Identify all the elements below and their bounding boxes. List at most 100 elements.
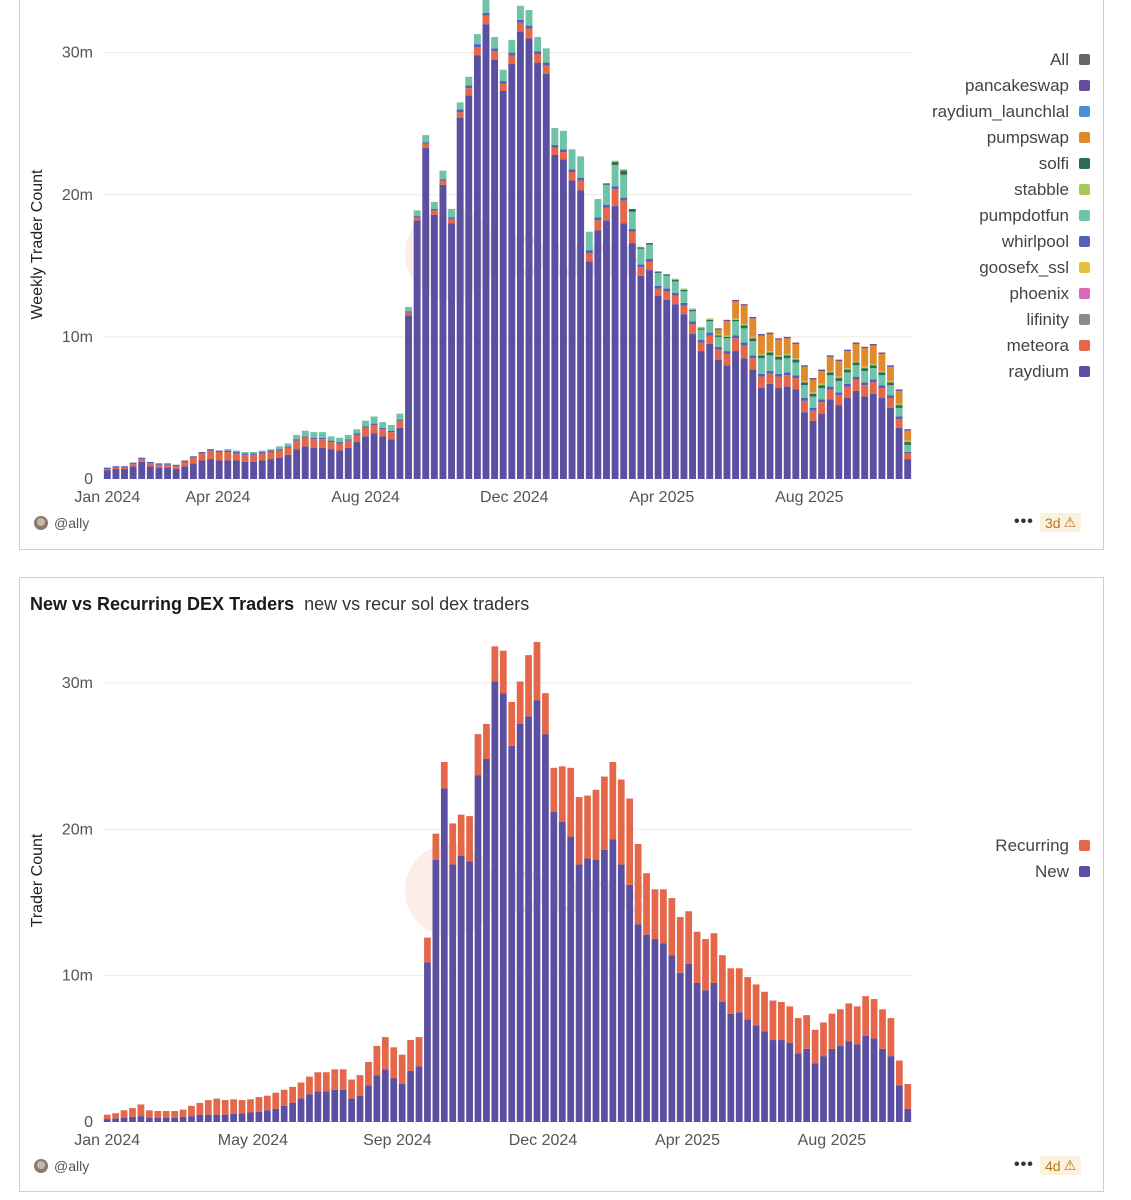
bar-segment-Recurring bbox=[129, 1108, 136, 1117]
bar-segment-whirlpool bbox=[534, 51, 542, 55]
bar-segment-meteora bbox=[121, 467, 128, 470]
x-tick-label: Apr 2024 bbox=[186, 489, 251, 506]
bar-segment-pumpdotfun bbox=[534, 37, 542, 52]
bar-segment-pumpdotfun bbox=[585, 231, 593, 251]
bar-segment-meteora bbox=[904, 453, 912, 460]
bar-segment-whirlpool bbox=[628, 228, 636, 232]
bar-segment-New bbox=[794, 1053, 802, 1122]
bar-segment-whirlpool bbox=[465, 85, 473, 89]
bar-segment-pumpdotfun bbox=[818, 388, 826, 400]
bar-segment-meteora bbox=[551, 147, 559, 155]
bar-segment-pancakeswap bbox=[878, 352, 886, 354]
bar-segment-New bbox=[348, 1098, 355, 1122]
bar-segment-pumpdotfun bbox=[456, 102, 464, 110]
bar-segment-pumpdotfun bbox=[499, 69, 507, 82]
bar-segment-meteora bbox=[473, 46, 481, 56]
bar-segment-pumpdotfun bbox=[680, 291, 688, 303]
bar-segment-Recurring bbox=[542, 693, 549, 735]
legend-label-whirlpool: whirlpool bbox=[1001, 232, 1069, 251]
x-tick-label: Apr 2025 bbox=[629, 489, 694, 506]
legend-label-pumpswap: pumpswap bbox=[987, 128, 1069, 147]
author-link[interactable]: @ally bbox=[34, 515, 89, 531]
bar-segment-pumpdotfun bbox=[293, 434, 301, 440]
bar-segment-New bbox=[331, 1089, 339, 1122]
bar-segment-pumpdotfun bbox=[267, 449, 275, 451]
y-tick-label: 0 bbox=[84, 471, 93, 488]
bar-segment-whirlpool bbox=[723, 351, 731, 354]
legend-label-solfi: solfi bbox=[1039, 154, 1069, 173]
bar-segment-whirlpool bbox=[844, 383, 851, 387]
freshness-badge[interactable]: 4d ⚠ bbox=[1040, 1156, 1082, 1175]
bar-segment-meteora bbox=[663, 291, 671, 300]
bar-segment-stabble bbox=[697, 326, 705, 329]
bar-segment-stabble bbox=[809, 392, 817, 394]
bar-segment-pumpdotfun bbox=[697, 329, 705, 340]
bar-segment-solfi bbox=[706, 319, 714, 322]
bar-segment-meteora bbox=[172, 466, 180, 470]
author-link[interactable]: @ally bbox=[34, 1158, 89, 1174]
bar-segment-New bbox=[516, 723, 524, 1122]
bar-segment-raydium bbox=[654, 295, 662, 479]
bar-segment-raydium bbox=[646, 270, 653, 479]
bar-segment-New bbox=[676, 972, 684, 1122]
bar-segment-Recurring bbox=[221, 1100, 229, 1115]
more-options-button[interactable]: ••• bbox=[1014, 1156, 1034, 1173]
bar-segment-whirlpool bbox=[800, 397, 808, 401]
bar-segment-New bbox=[887, 1056, 895, 1122]
bar-segment-raydium bbox=[379, 436, 387, 479]
bar-segment-New bbox=[255, 1111, 263, 1122]
bar-segment-pumpswap bbox=[732, 301, 740, 319]
bar-segment-stabble bbox=[826, 370, 834, 373]
bar-segment-solfi bbox=[757, 355, 765, 359]
bar-segment-stabble bbox=[783, 353, 791, 356]
bar-segment-raydium bbox=[749, 369, 757, 479]
y-tick-label: 20m bbox=[62, 187, 93, 204]
bar-segment-meteora bbox=[611, 189, 619, 207]
bar-segment-pancakeswap bbox=[869, 343, 877, 346]
bar-segment-New bbox=[103, 1119, 111, 1122]
bar-segment-solfi bbox=[783, 355, 791, 359]
x-tick-label: Sep 2024 bbox=[363, 1132, 432, 1149]
bar-segment-Recurring bbox=[727, 968, 735, 1014]
bar-segment-stabble bbox=[611, 160, 619, 163]
bar-segment-pumpdotfun bbox=[473, 34, 481, 45]
bar-segment-raydium bbox=[577, 190, 585, 480]
bar-segment-Recurring bbox=[154, 1111, 162, 1118]
bar-segment-pumpdotfun bbox=[301, 430, 309, 437]
bar-segment-whirlpool bbox=[448, 217, 456, 219]
bar-segment-whirlpool bbox=[491, 48, 499, 52]
bar-segment-pumpdotfun bbox=[663, 275, 671, 289]
bar-segment-solfi bbox=[775, 356, 783, 360]
bar-segment-stabble bbox=[689, 308, 696, 310]
bar-segment-New bbox=[786, 1042, 794, 1122]
bar-segment-pumpdotfun bbox=[370, 416, 378, 424]
bar-segment-meteora bbox=[534, 54, 542, 63]
bar-segment-stabble bbox=[766, 351, 774, 353]
more-options-button[interactable]: ••• bbox=[1014, 513, 1034, 530]
bar-segment-stabble bbox=[878, 370, 886, 373]
bar-segment-raydium bbox=[241, 461, 249, 479]
bar-segment-raydium bbox=[370, 433, 378, 479]
bar-segment-Recurring bbox=[171, 1111, 178, 1118]
bar-segment-raydium bbox=[473, 55, 481, 479]
bar-segment-whirlpool bbox=[293, 439, 301, 441]
bar-segment-whirlpool bbox=[654, 285, 662, 289]
bar-segment-Recurring bbox=[811, 1029, 819, 1064]
bar-segment-Recurring bbox=[137, 1104, 145, 1117]
bar-segment-Recurring bbox=[306, 1076, 313, 1095]
bar-segment-whirlpool bbox=[878, 385, 886, 389]
bar-segment-stabble bbox=[844, 368, 851, 370]
bar-segment-New bbox=[575, 864, 583, 1122]
legend-swatch-New bbox=[1079, 866, 1090, 877]
bar-segment-Recurring bbox=[499, 650, 507, 694]
bar-segment-whirlpool bbox=[301, 436, 309, 438]
x-tick-label: Aug 2025 bbox=[798, 1132, 867, 1149]
bar-segment-pumpswap bbox=[783, 338, 791, 354]
freshness-badge[interactable]: 3d ⚠ bbox=[1040, 513, 1082, 532]
x-tick-label: Aug 2025 bbox=[775, 489, 844, 506]
bar-segment-raydium bbox=[792, 389, 800, 479]
bar-segment-pumpdotfun bbox=[887, 385, 894, 396]
bar-segment-Recurring bbox=[516, 681, 524, 724]
bar-segment-whirlpool bbox=[103, 467, 111, 470]
bar-segment-whirlpool bbox=[250, 453, 258, 455]
